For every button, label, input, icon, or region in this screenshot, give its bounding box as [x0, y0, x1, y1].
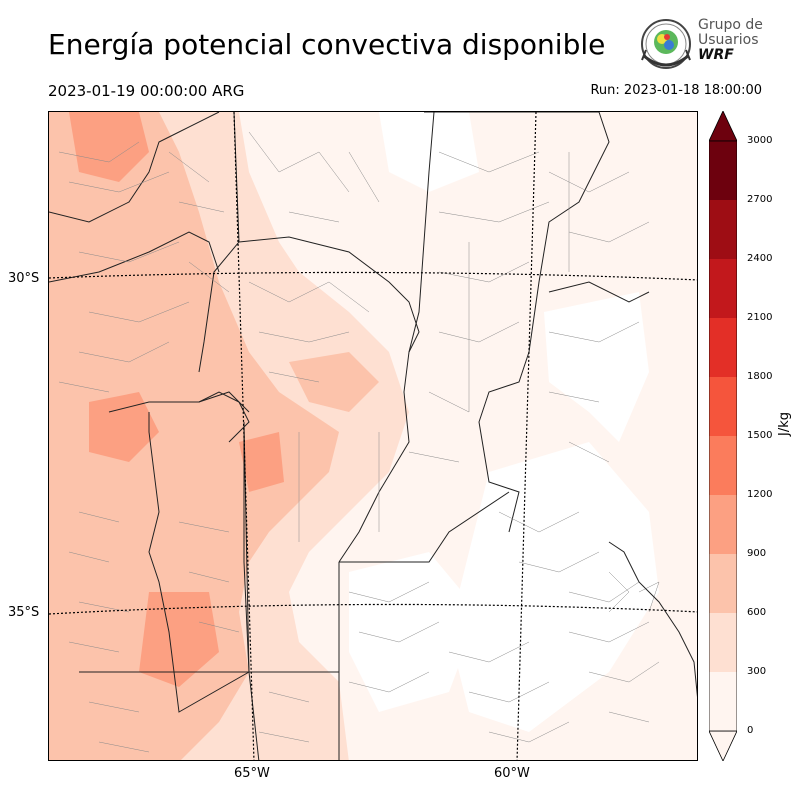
colorbar-extend-bottom	[709, 730, 737, 761]
colorbar-band	[709, 672, 737, 731]
run-time: Run: 2023-01-18 18:00:00	[590, 83, 762, 98]
cape-zone-900-1200a	[69, 112, 149, 182]
colorbar-band	[709, 141, 737, 200]
logo-line2: Usuarios	[698, 32, 759, 48]
meridian-60w	[516, 112, 537, 760]
colorbar-unit: J/kg	[777, 412, 792, 436]
cape-zone-near-zero-d	[379, 112, 479, 192]
colorbar-tick-label: 1500	[747, 430, 773, 441]
colorbar	[709, 111, 737, 761]
cape-field-map	[49, 112, 697, 760]
logo-line3: WRF	[698, 47, 734, 63]
cape-zone-900-1200c	[139, 592, 219, 687]
colorbar-tick-label: 600	[747, 607, 767, 618]
cape-zone-near-zero-b	[449, 442, 659, 732]
colorbar-tick-label: 3000	[747, 135, 773, 146]
colorbar-band	[709, 554, 737, 613]
logo-line1: Grupo de	[698, 17, 763, 33]
parallel-30s	[49, 271, 697, 281]
colorbar-tick-label: 1800	[747, 371, 773, 382]
lon-label-60w: 60°W	[494, 766, 530, 781]
colorbar-tick-label: 2100	[747, 312, 773, 323]
cape-zone-600-900b	[289, 352, 379, 412]
logo-seal-icon	[641, 19, 691, 69]
colorbar-band	[709, 259, 737, 318]
colorbar-extend-top	[709, 111, 737, 142]
colorbar-band	[709, 613, 737, 672]
parallel-35s	[49, 603, 697, 615]
chart-title: Energía potencial convectiva disponible	[48, 28, 606, 61]
meridian-65w	[233, 112, 255, 760]
coastline	[608, 541, 697, 698]
lat-label-35s: 35°S	[8, 605, 40, 620]
lon-label-65w: 65°W	[234, 766, 270, 781]
lat-label-30s: 30°S	[8, 271, 40, 286]
wrf-logo: Grupo de Usuarios WRF	[638, 16, 768, 72]
colorbar-band	[709, 318, 737, 377]
map-panel	[48, 111, 698, 761]
cape-zone-900-1200d	[239, 432, 284, 492]
colorbar-band	[709, 436, 737, 495]
colorbar-tick-label: 2700	[747, 194, 773, 205]
cape-zone-near-zero-a	[544, 292, 649, 442]
colorbar-tick-label: 0	[747, 725, 754, 736]
colorbar-bands	[709, 141, 737, 731]
cape-zone-600-900	[49, 112, 339, 760]
valid-time: 2023-01-19 00:00:00 ARG	[48, 82, 245, 100]
colorbar-tick-label: 900	[747, 548, 767, 559]
colorbar-band	[709, 377, 737, 436]
colorbar-band	[709, 200, 737, 259]
colorbar-tick-label: 2400	[747, 253, 773, 264]
colorbar-band	[709, 495, 737, 554]
colorbar-tick-label: 1200	[747, 489, 773, 500]
cape-zone-near-zero-c	[349, 552, 479, 712]
cape-zone-900-1200b	[89, 392, 159, 462]
colorbar-tick-label: 300	[747, 666, 767, 677]
